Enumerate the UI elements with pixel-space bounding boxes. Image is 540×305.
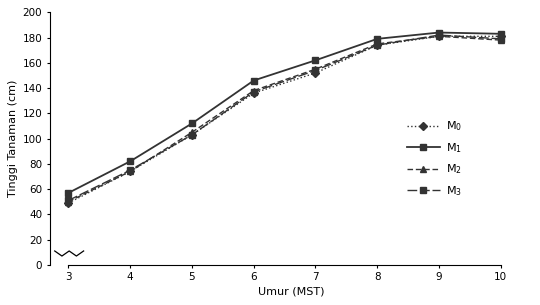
M$_2$ [312,67,319,71]
M$_0$ [188,133,195,137]
Line: M$_2$: M$_2$ [65,33,504,205]
M$_1$ [251,79,257,82]
M$_2$ [374,42,381,46]
M$_3$ [251,90,257,94]
M$_1$ [65,191,72,195]
Legend: M$_0$, M$_1$, M$_2$, M$_3$: M$_0$, M$_1$, M$_2$, M$_3$ [402,115,466,203]
Line: M$_0$: M$_0$ [66,34,504,206]
M$_0$ [436,34,442,38]
M$_1$ [188,122,195,125]
M$_0$ [312,71,319,75]
M$_1$ [497,32,504,36]
M$_2$ [65,200,72,203]
M$_1$ [127,160,133,163]
M$_3$ [436,33,442,37]
M$_0$ [374,43,381,47]
Line: M$_3$: M$_3$ [66,32,504,203]
Line: M$_1$: M$_1$ [65,29,504,196]
M$_3$ [312,69,319,72]
M$_0$ [251,91,257,95]
M$_3$ [188,133,195,137]
M$_1$ [374,37,381,41]
M$_3$ [374,43,381,47]
M$_1$ [312,59,319,62]
M$_3$ [127,168,133,172]
X-axis label: Umur (MST): Umur (MST) [258,287,324,297]
M$_0$ [127,170,133,173]
M$_2$ [127,170,133,173]
Y-axis label: Tinggi Tanaman (cm): Tinggi Tanaman (cm) [8,80,18,197]
M$_2$ [436,34,442,38]
M$_1$ [436,31,442,34]
M$_2$ [251,89,257,92]
M$_0$ [65,201,72,205]
M$_0$ [497,34,504,38]
M$_2$ [497,38,504,42]
M$_3$ [65,199,72,202]
M$_2$ [188,131,195,134]
M$_3$ [497,37,504,41]
